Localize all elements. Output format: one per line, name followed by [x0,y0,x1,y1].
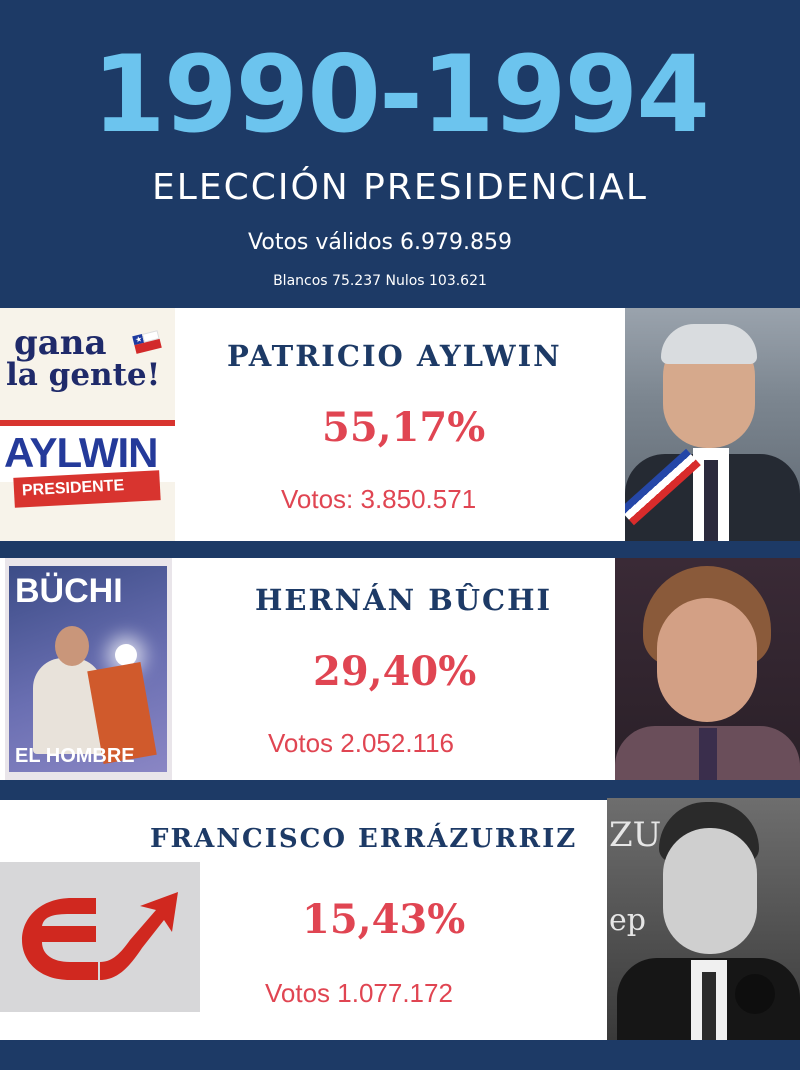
candidate-card-aylwin: gana la gente! ★ AYLWIN PRESIDENTE PATRI… [0,308,800,541]
candidate-votes: Votos 2.052.116 [268,728,455,758]
star-flare-icon [115,644,137,666]
portrait-backdrop-text: ZU [609,815,662,855]
chile-flag-icon: ★ [132,330,162,354]
candidate-votes: Votos: 3.850.571 [281,484,477,514]
poster-inner: BÜCHI EL HOMBRE [9,566,167,772]
candidate-votes: Votos 1.077.172 [265,978,453,1008]
poster-text: AYLWIN [4,429,158,476]
candidate-name: HERNÁN BÛCHI [255,583,553,617]
valid-votes: Votos válidos 6.979.859 [248,230,512,255]
poster-text: la gente! [6,357,161,393]
aylwin-portrait [625,308,800,541]
poster-text: BÜCHI [15,572,123,610]
candidate-card-errazuriz: FRANCISCO ERRÁZURRIZ 15,43% Votos 1.077.… [0,798,800,1040]
portrait-head [663,828,757,954]
buchi-portrait [615,558,800,780]
candidate-card-buchi: BÜCHI EL HOMBRE HERNÁN BÛCHI 29,40% Voto… [0,558,800,780]
poster-text: PRESIDENTE [21,477,125,500]
portrait-backdrop-text: ep [609,903,646,938]
microphone-icon [735,974,775,1014]
poster-sub-band: PRESIDENTE [13,470,161,508]
errazuriz-portrait: ZU ep [607,798,800,1040]
years-title: 1990-1994 [91,33,710,156]
aylwin-poster: gana la gente! ★ AYLWIN PRESIDENTE [0,308,175,541]
candidate-percent: 15,43% [302,896,466,943]
poster-text: gana [14,323,107,363]
errazuriz-logo [0,862,200,1012]
candidate-percent: 55,17% [322,404,486,451]
candidate-percent: 29,40% [313,648,477,695]
portrait-hair [661,324,757,364]
poster-text: EL HOMBRE [15,745,135,767]
election-title: ELECCIÓN PRESIDENCIAL [152,167,648,208]
candidate-name: PATRICIO AYLWIN [227,339,562,373]
portrait-tie [702,972,716,1040]
buchi-poster: BÜCHI EL HOMBRE [5,558,172,780]
portrait-tie [699,728,717,780]
portrait-head [657,598,757,722]
header: 1990-1994 ELECCIÓN PRESIDENCIAL Votos vá… [0,0,800,305]
errazuriz-logo-icon [22,892,178,980]
blank-null-votes: Blancos 75.237 Nulos 103.621 [273,273,487,289]
poster-figure-head [55,626,89,666]
candidate-name: FRANCISCO ERRÁZURRIZ [150,824,578,854]
poster-name-band: AYLWIN [0,420,175,482]
portrait-tie [704,460,718,541]
